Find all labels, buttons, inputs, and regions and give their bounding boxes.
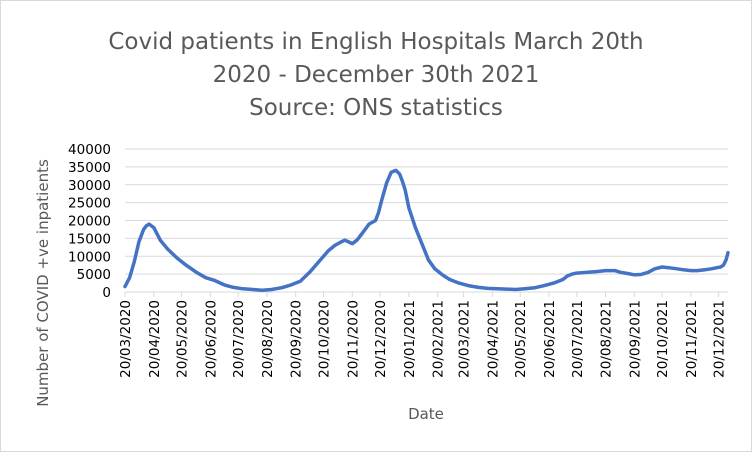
x-tick-label: 20/08/2020 bbox=[260, 300, 276, 378]
x-tick-label: 20/06/2020 bbox=[203, 300, 219, 378]
y-axis-label: Number of COVID +ve inpatients bbox=[34, 159, 52, 407]
y-tick-label: 15000 bbox=[68, 231, 111, 247]
x-tick-label: 20/12/2020 bbox=[373, 300, 389, 378]
x-tick-label: 20/05/2020 bbox=[175, 300, 191, 378]
y-tick-label: 20000 bbox=[68, 214, 111, 230]
x-tick-label: 20/01/2021 bbox=[402, 300, 418, 378]
x-tick-label: 20/07/2020 bbox=[231, 300, 247, 378]
chart-title-line-3: Source: ONS statistics bbox=[249, 95, 503, 121]
x-tick-label: 20/11/2021 bbox=[684, 300, 700, 378]
y-tick-label: 0 bbox=[102, 285, 111, 301]
x-tick-label: 20/09/2020 bbox=[289, 300, 305, 378]
x-tick-label: 20/10/2021 bbox=[655, 300, 671, 378]
chart-title: Covid patients in English Hospitals Marc… bbox=[108, 29, 643, 121]
series-line-0 bbox=[123, 168, 730, 292]
x-tick-label: 20/03/2021 bbox=[457, 300, 473, 378]
x-tick-label: 20/11/2020 bbox=[345, 300, 361, 378]
x-tick-label: 20/03/2020 bbox=[118, 300, 134, 378]
x-tick-label: 20/02/2021 bbox=[431, 300, 447, 378]
x-tick-label: 20/04/2021 bbox=[485, 300, 501, 378]
gridlines bbox=[125, 148, 728, 275]
y-tick-label: 40000 bbox=[68, 142, 111, 158]
x-tick-label: 20/05/2021 bbox=[513, 300, 529, 378]
y-tick-label: 10000 bbox=[68, 249, 111, 265]
chart-title-line-2: 2020 - December 30th 2021 bbox=[213, 62, 540, 88]
y-tick-label: 35000 bbox=[68, 160, 111, 176]
x-tick-label: 20/10/2020 bbox=[317, 300, 333, 378]
x-tick-label: 20/09/2021 bbox=[627, 300, 643, 378]
x-tick-label: 20/06/2021 bbox=[542, 300, 558, 378]
x-axis-ticks: 20/03/2020 20/04/2020 20/05/2020 20/06/2020… bbox=[118, 292, 728, 378]
x-tick-label: 20/08/2021 bbox=[599, 300, 615, 378]
y-tick-label: 30000 bbox=[68, 178, 111, 194]
y-tick-label: 5000 bbox=[77, 267, 111, 283]
x-tick-label: 20/04/2020 bbox=[147, 300, 163, 378]
x-tick-label: 20/12/2021 bbox=[712, 300, 728, 378]
chart-title-line-1: Covid patients in English Hospitals Marc… bbox=[108, 29, 643, 55]
series-layer bbox=[123, 168, 730, 292]
x-tick-label: 20/07/2021 bbox=[570, 300, 586, 378]
x-axis-label: Date bbox=[408, 405, 444, 423]
y-tick-label: 25000 bbox=[68, 196, 111, 212]
